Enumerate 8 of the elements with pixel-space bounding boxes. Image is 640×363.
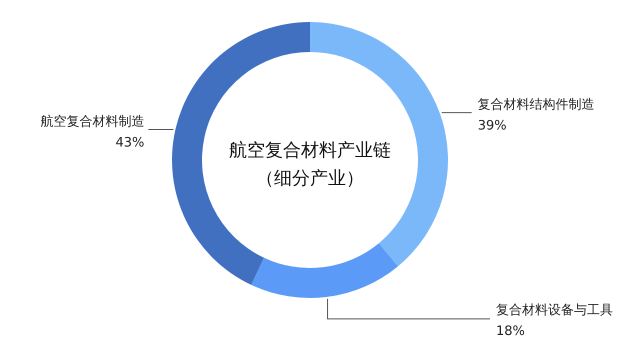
text: （细分产业） (256, 168, 364, 189)
data-label: 18% (496, 324, 525, 339)
slice-label: 航空复合材料制造 (40, 114, 144, 130)
data-label: 43% (115, 135, 144, 150)
text: 航空复合材料产业链 (229, 140, 391, 161)
slice-label: 复合材料结构件制造 (478, 98, 595, 113)
slice-label: 复合材料设备与工具 (496, 302, 613, 318)
data-label: 39% (478, 118, 507, 134)
